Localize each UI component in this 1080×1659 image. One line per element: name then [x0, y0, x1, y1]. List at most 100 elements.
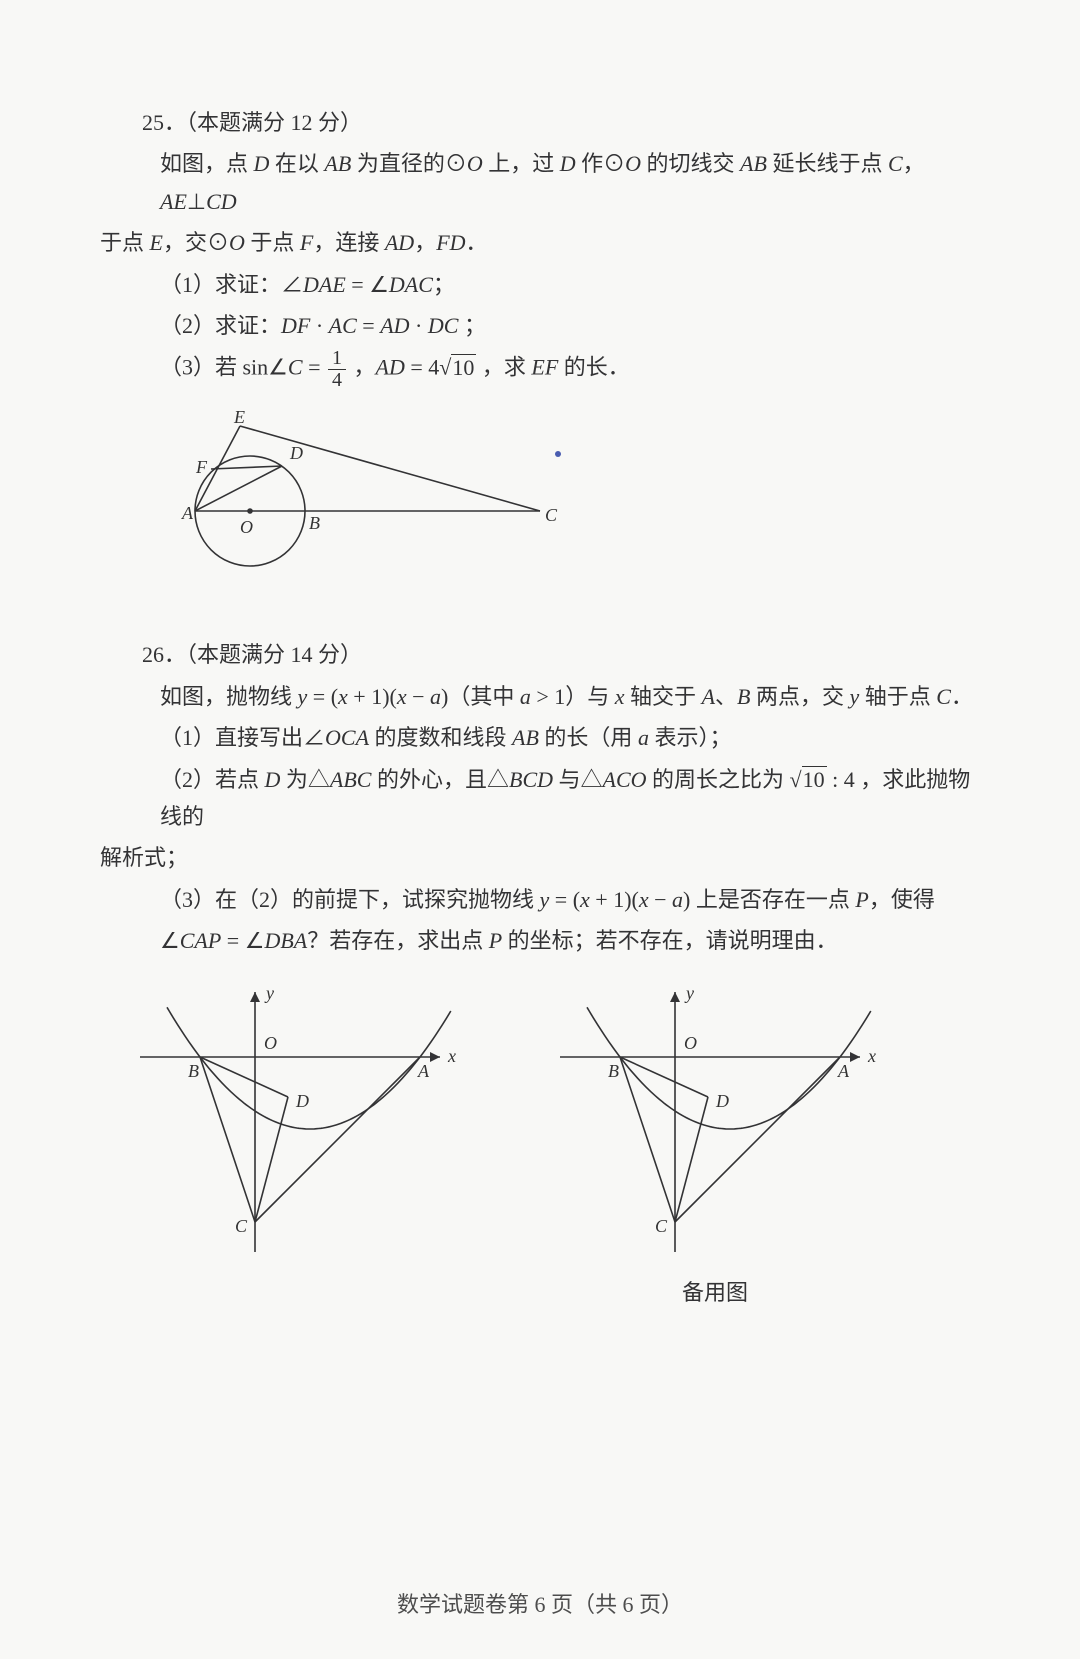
t: + 1)(: [348, 684, 397, 709]
var-EF: EF: [531, 355, 558, 380]
t: > 1）与: [531, 684, 615, 709]
ang-CAP: CAP: [180, 928, 222, 953]
t: 延长线于点: [767, 151, 888, 176]
var-D: D: [254, 151, 270, 176]
var-x: x: [338, 684, 348, 709]
svg-text:B: B: [309, 513, 320, 533]
var-D: D: [560, 151, 576, 176]
var-C: C: [888, 151, 903, 176]
p26-points: （本题满分 14 分）: [186, 642, 362, 667]
var-D: D: [265, 767, 281, 792]
var-AD: AD: [376, 355, 405, 380]
t: 上，过: [483, 151, 560, 176]
t: 作⊙: [576, 151, 626, 176]
var-x: x: [397, 684, 407, 709]
p26-part2-l2: 解析式；: [100, 839, 980, 876]
var-AB: AB: [324, 151, 351, 176]
p26-part3-l1: （3）在（2）的前提下，试探究抛物线 y = (x + 1)(x − a) 上是…: [100, 881, 980, 918]
t: ，: [903, 151, 925, 176]
svg-text:x: x: [447, 1046, 456, 1066]
p26-svg-backup: ABCDOxy: [550, 967, 880, 1267]
svg-text:D: D: [715, 1091, 729, 1111]
var-AE: AE: [160, 189, 187, 214]
ang-DAE: DAE: [303, 272, 346, 297]
t: = (: [307, 684, 338, 709]
p26-fig-backup: ABCDOxy 备用图: [550, 967, 880, 1307]
svg-text:C: C: [655, 1216, 668, 1236]
problem-25: 25．（本题满分 12 分） 如图，点 D 在以 AB 为直径的⊙O 上，过 D…: [100, 104, 980, 596]
var-O: O: [625, 151, 641, 176]
p26-stem: 如图，抛物线 y = (x + 1)(x − a)（其中 a > 1）与 x 轴…: [100, 678, 980, 715]
svg-text:O: O: [240, 517, 253, 537]
svg-text:y: y: [264, 983, 274, 1003]
svg-text:A: A: [417, 1061, 430, 1081]
t: ·: [410, 313, 428, 338]
tri-ABC: ABC: [330, 767, 372, 792]
t: 表示）；: [649, 725, 732, 750]
t: =: [357, 313, 380, 338]
t: 解析式；: [100, 845, 188, 870]
p25-header: 25．（本题满分 12 分）: [100, 104, 980, 141]
p26-svg-main: ABCDOxy: [130, 967, 460, 1267]
t: −: [649, 887, 672, 912]
t: 与△: [553, 767, 603, 792]
t: （3）在（2）的前提下，试探究抛物线: [160, 887, 540, 912]
var-C: C: [936, 684, 951, 709]
backup-caption: 备用图: [682, 1275, 748, 1307]
svg-text:C: C: [545, 505, 558, 525]
var-y: y: [298, 684, 308, 709]
ang-OCA: OCA: [325, 725, 369, 750]
var-AB: AB: [512, 725, 539, 750]
tri-ACO: ACO: [603, 767, 647, 792]
t: ；: [458, 313, 486, 338]
var-F: F: [300, 230, 313, 255]
t: ．: [466, 230, 488, 255]
frac-num: 1: [328, 348, 346, 370]
t: ．: [951, 684, 973, 709]
ang-DAC: DAC: [389, 272, 433, 297]
t: 于点: [245, 230, 300, 255]
t: （1）求证：∠: [160, 272, 303, 297]
p25-points: （本题满分 12 分）: [186, 110, 362, 135]
var-a: a: [638, 725, 649, 750]
svg-text:F: F: [195, 457, 208, 477]
var-O: O: [467, 151, 483, 176]
svg-text:O: O: [684, 1033, 697, 1053]
ang-DBA: DBA: [264, 928, 307, 953]
t: 、: [715, 684, 737, 709]
var-AD: AD: [385, 230, 414, 255]
frac-1-4: 14: [328, 348, 346, 391]
svg-text:D: D: [289, 443, 303, 463]
t: = (: [549, 887, 580, 912]
var-P: P: [855, 887, 868, 912]
t: （3）若 sin∠: [160, 355, 288, 380]
svg-text:B: B: [188, 1061, 199, 1081]
p25-stem-line1: 如图，点 D 在以 AB 为直径的⊙O 上，过 D 作⊙O 的切线交 AB 延长…: [100, 145, 980, 220]
radicand: 10: [802, 766, 827, 792]
t: ，交⊙: [163, 230, 229, 255]
svg-text:A: A: [837, 1061, 850, 1081]
var-CD: CD: [206, 189, 237, 214]
var-A: A: [702, 684, 715, 709]
t: 的长（用: [539, 725, 638, 750]
frac-den: 4: [328, 370, 346, 391]
p25-figure: ABCDEFO: [160, 401, 980, 596]
var-DC: DC: [428, 313, 459, 338]
svg-text:C: C: [235, 1216, 248, 1236]
var-x: x: [580, 887, 590, 912]
p26-part2-l1: （2）若点 D 为△ABC 的外心，且△BCD 与△ACO 的周长之比为 √10…: [100, 761, 980, 836]
t: 在以: [269, 151, 324, 176]
svg-text:x: x: [867, 1046, 876, 1066]
t: 的周长之比为: [647, 767, 790, 792]
t: ∠: [160, 928, 180, 953]
t: ，使得: [869, 887, 935, 912]
p25-part2: （2）求证：DF · AC = AD · DC ；: [100, 307, 980, 344]
var-E: E: [150, 230, 163, 255]
t: ) 上是否存在一点: [683, 887, 855, 912]
var-x: x: [615, 684, 625, 709]
t: 轴于点: [859, 684, 936, 709]
t: ？若存在，求出点: [307, 928, 489, 953]
p25-number: 25．: [142, 110, 186, 135]
p26-fig-main: ABCDOxy: [130, 967, 460, 1307]
t: =: [303, 355, 326, 380]
